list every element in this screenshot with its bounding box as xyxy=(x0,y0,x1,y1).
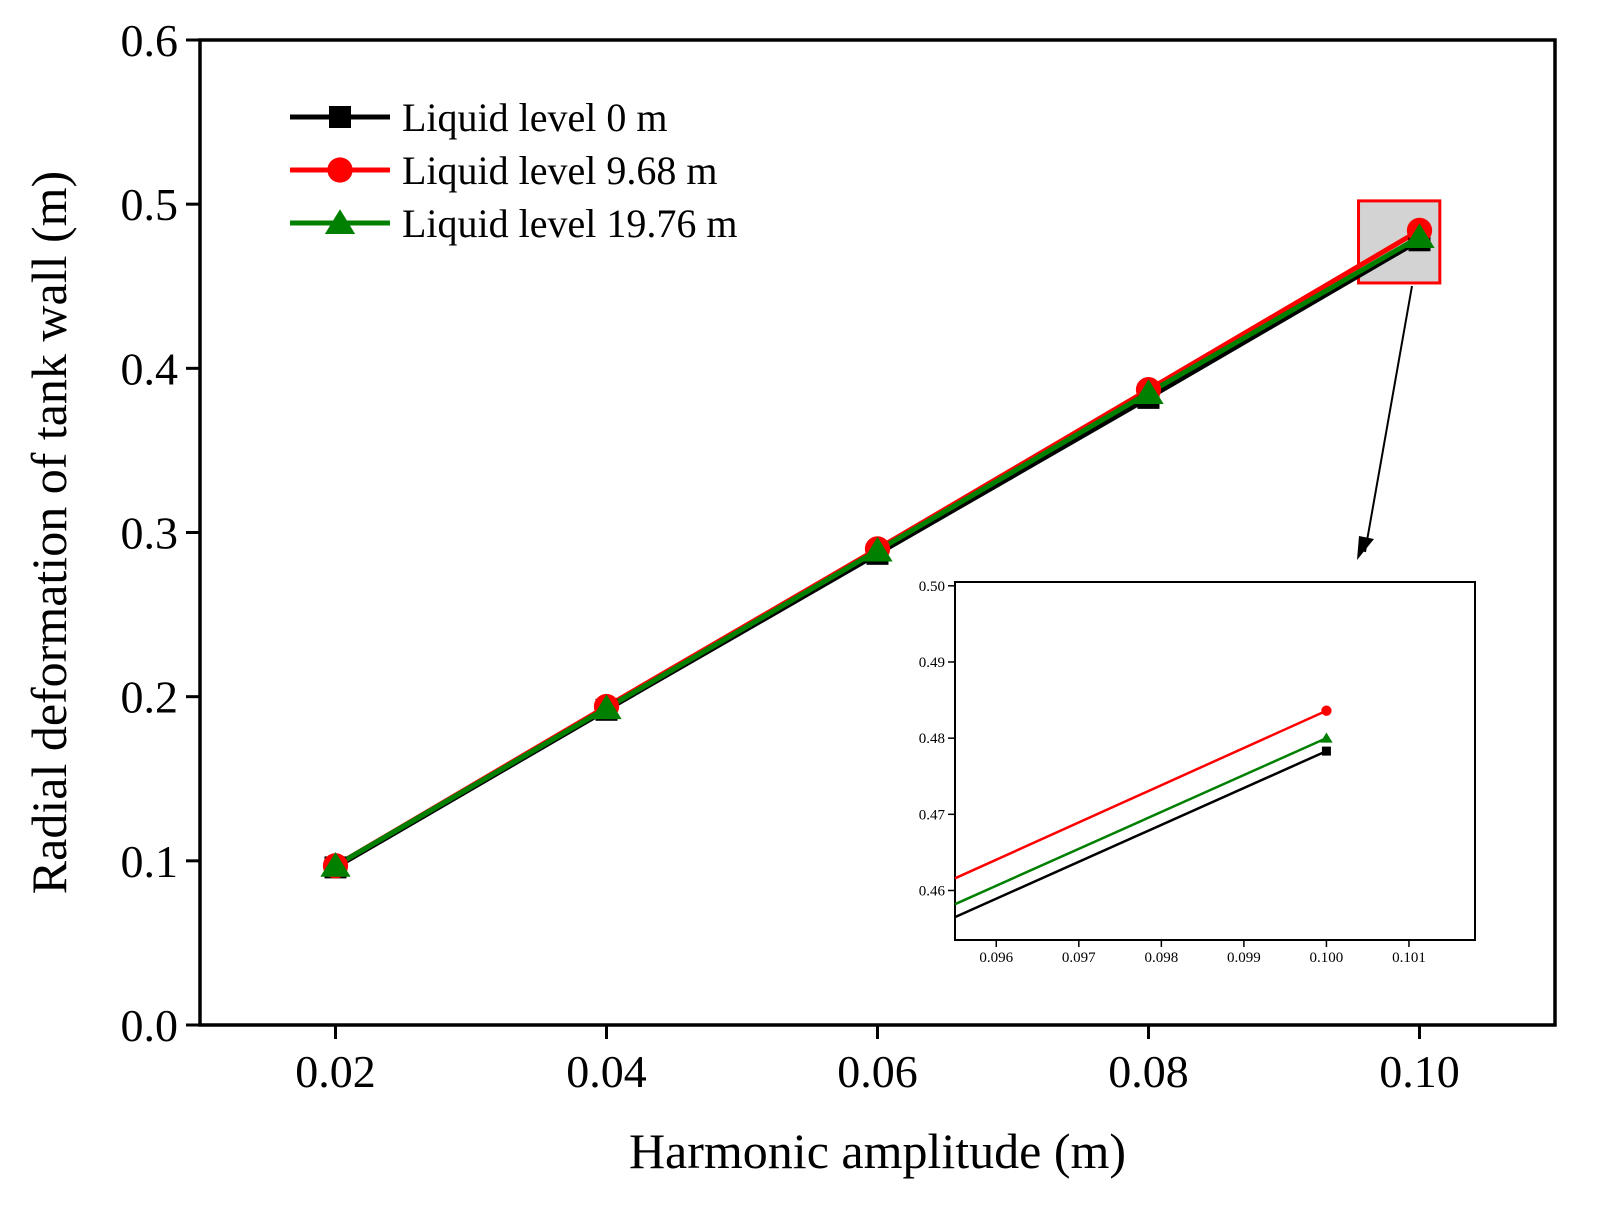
x-tick-label: 0.08 xyxy=(1108,1046,1189,1097)
data-point xyxy=(320,852,351,877)
data-point xyxy=(1133,379,1164,404)
inset-data-point xyxy=(1320,732,1333,743)
x-axis-label: Harmonic amplitude (m) xyxy=(629,1123,1126,1179)
inset-y-tick-label: 0.49 xyxy=(919,655,945,671)
inset-x-tick-label: 0.097 xyxy=(1062,950,1096,966)
y-tick-label: 0.6 xyxy=(121,15,179,66)
inset-data-point xyxy=(1321,705,1332,716)
data-point xyxy=(862,536,893,562)
inset-series-line-0 xyxy=(954,749,1327,919)
x-tick-label: 0.02 xyxy=(295,1046,376,1097)
data-point xyxy=(591,694,622,720)
zoom-arrow-head xyxy=(1357,536,1374,560)
legend-marker-0 xyxy=(329,106,351,128)
x-tick-label: 0.06 xyxy=(837,1046,918,1097)
y-tick-label: 0.1 xyxy=(121,836,179,887)
inset-series-line-2 xyxy=(954,737,1327,906)
inset-y-tick-label: 0.48 xyxy=(919,731,945,747)
inset-y-tick-label: 0.47 xyxy=(919,807,946,823)
x-tick-label: 0.04 xyxy=(566,1046,647,1097)
legend-label-0: Liquid level 0 m xyxy=(402,95,668,140)
legend-marker-2 xyxy=(324,209,356,234)
inset-y-tick-label: 0.46 xyxy=(919,883,946,899)
inset-x-tick-label: 0.100 xyxy=(1310,950,1344,966)
inset-data-point xyxy=(1321,746,1331,756)
y-tick-label: 0.3 xyxy=(121,508,179,559)
x-tick-label: 0.10 xyxy=(1379,1046,1460,1097)
legend-label-2: Liquid level 19.76 m xyxy=(402,201,738,246)
legend-marker-1 xyxy=(327,157,353,183)
y-tick-label: 0.2 xyxy=(121,672,179,723)
inset-y-tick-label: 0.50 xyxy=(919,579,945,595)
zoom-arrow-shaft xyxy=(1364,285,1413,553)
data-point xyxy=(1404,223,1435,248)
inset-x-tick-label: 0.101 xyxy=(1392,950,1426,966)
y-axis-label: Radial deformation of tank wall (m) xyxy=(21,171,77,894)
inset-x-tick-label: 0.096 xyxy=(979,950,1013,966)
y-tick-label: 0.0 xyxy=(121,1000,179,1051)
inset-x-tick-label: 0.099 xyxy=(1227,950,1261,966)
legend-label-1: Liquid level 9.68 m xyxy=(402,148,718,193)
inset-series-line-1 xyxy=(954,709,1327,880)
y-tick-label: 0.4 xyxy=(121,343,179,394)
y-tick-label: 0.5 xyxy=(121,179,179,230)
inset-x-tick-label: 0.098 xyxy=(1144,950,1178,966)
